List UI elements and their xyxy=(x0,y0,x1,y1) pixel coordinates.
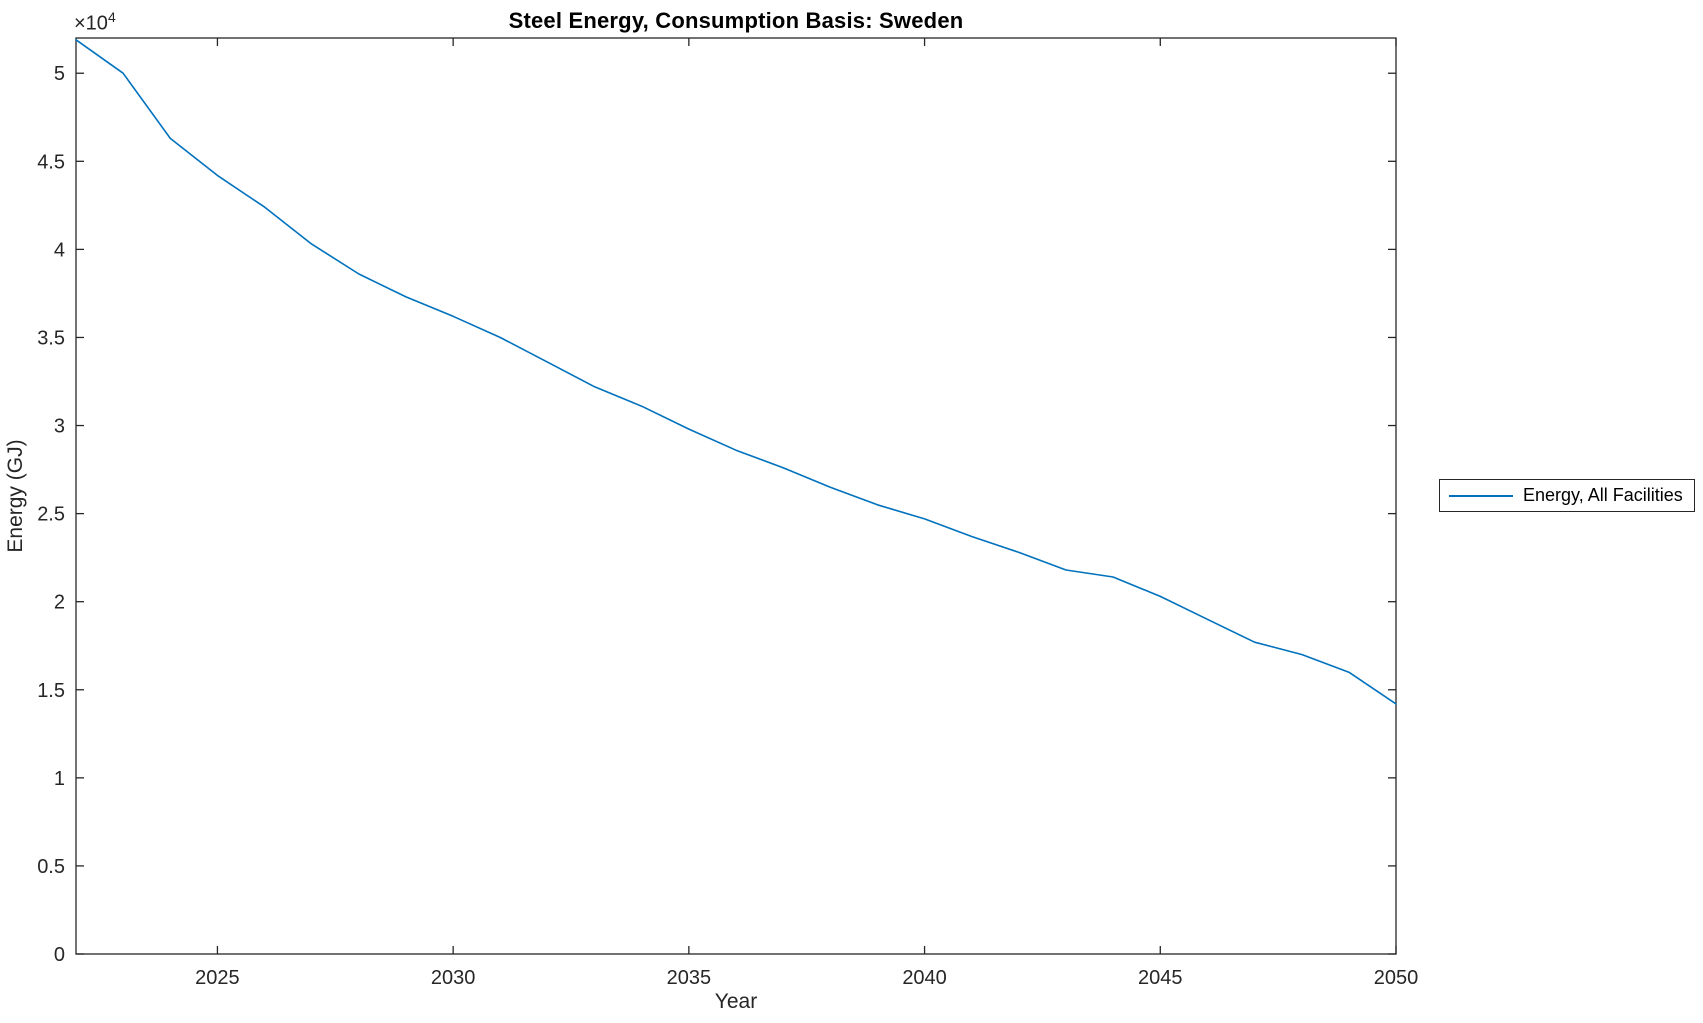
y-tick-label: 3 xyxy=(54,416,65,438)
y-tick-label: 2 xyxy=(54,592,65,614)
series-line xyxy=(75,38,1397,705)
y-tick-label: 3.5 xyxy=(37,327,65,349)
y-axis-multiplier-exponent: 4 xyxy=(107,9,116,25)
y-axis-multiplier-base: ×10 xyxy=(74,12,108,35)
legend-item-label: Energy, All Facilities xyxy=(1523,485,1683,505)
x-tick-label: 2045 xyxy=(1138,967,1183,989)
y-tick-label: 0.5 xyxy=(37,856,65,878)
plot-box xyxy=(75,37,1397,955)
x-axis-label: Year xyxy=(714,990,758,1013)
x-tick-label: 2030 xyxy=(431,967,476,989)
x-tick-label: 2035 xyxy=(667,967,712,989)
y-axis-multiplier: ×104 xyxy=(74,9,116,36)
y-tick-label: 4 xyxy=(54,239,65,261)
y-tick-label: 1.5 xyxy=(37,680,65,702)
legend-line-sample xyxy=(1449,494,1513,497)
y-tick-label: 5 xyxy=(54,63,65,85)
x-tick-label: 2050 xyxy=(1374,967,1419,989)
x-tick-label: 2040 xyxy=(902,967,947,989)
chart-title: Steel Energy, Consumption Basis: Sweden xyxy=(508,8,964,33)
y-tick-label: 0 xyxy=(54,944,65,966)
legend: Energy, All Facilities xyxy=(1439,479,1695,512)
y-tick-label: 2.5 xyxy=(37,504,65,526)
y-tick-label: 4.5 xyxy=(37,151,65,173)
x-tick-label: 2025 xyxy=(195,967,240,989)
y-tick-label: 1 xyxy=(54,768,65,790)
